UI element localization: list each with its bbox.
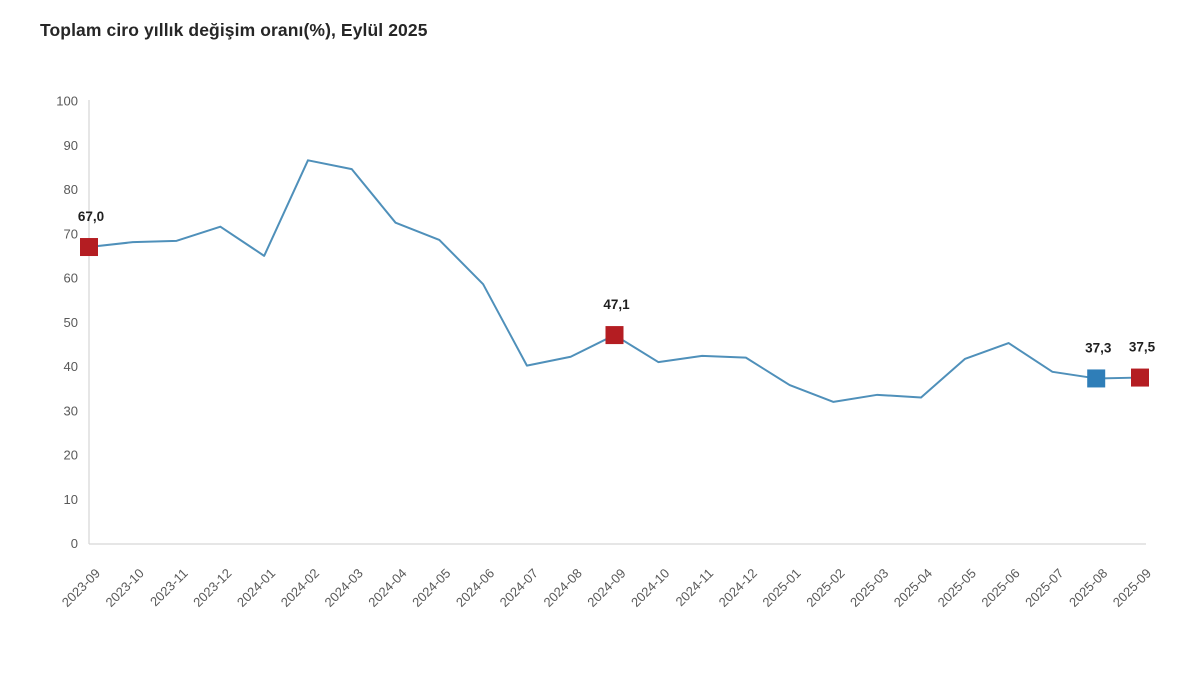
x-tick-label: 2024-08 <box>540 566 584 610</box>
x-tick-label: 2024-04 <box>365 566 409 610</box>
y-tick-label: 90 <box>64 138 78 153</box>
x-tick-label: 2025-05 <box>935 566 979 610</box>
y-tick-label: 70 <box>64 226 78 241</box>
x-tick-label: 2024-12 <box>716 566 760 610</box>
y-tick-label: 50 <box>64 315 78 330</box>
y-tick-label: 60 <box>64 271 78 286</box>
chart-title: Toplam ciro yıllık değişim oranı(%), Eyl… <box>40 20 428 40</box>
marker-red-2023-09 <box>80 238 98 257</box>
x-tick-label: 2023-10 <box>103 566 147 610</box>
y-tick-label: 10 <box>64 492 78 507</box>
annotation-label-2025-09: 37,5 <box>1129 340 1156 355</box>
x-tick-label: 2025-07 <box>1022 566 1066 610</box>
x-tick-label: 2024-09 <box>584 566 628 610</box>
marker-red-2025-09 <box>1131 368 1149 387</box>
x-tick-label: 2025-08 <box>1066 566 1110 610</box>
x-tick-label: 2023-09 <box>59 566 103 610</box>
x-tick-label: 2025-06 <box>978 566 1022 610</box>
series-line <box>88 159 1141 403</box>
x-tick-label: 2025-03 <box>847 566 891 610</box>
y-tick-label: 20 <box>64 448 78 463</box>
x-tick-label: 2024-11 <box>673 566 717 610</box>
annotation-label-2024-09: 47,1 <box>603 297 630 312</box>
x-tick-label: 2025-02 <box>803 566 847 610</box>
x-tick-label: 2024-02 <box>278 566 322 610</box>
x-tick-label: 2024-07 <box>497 566 541 610</box>
y-tick-label: 80 <box>64 182 78 197</box>
marker-blue-2025-08 <box>1087 369 1106 388</box>
x-tick-label: 2024-05 <box>409 566 453 610</box>
x-tick-label: 2024-03 <box>322 566 366 610</box>
y-tick-label: 30 <box>64 403 78 418</box>
x-tick-label: 2025-09 <box>1110 566 1154 610</box>
annotation-label-2023-09: 67,0 <box>78 209 104 224</box>
x-tick-label: 2023-11 <box>147 566 191 610</box>
x-tick-label: 2024-10 <box>628 566 672 610</box>
x-tick-label: 2023-12 <box>190 566 234 610</box>
y-tick-label: 100 <box>56 94 78 109</box>
annotation-label-2025-08: 37,3 <box>1085 340 1112 355</box>
x-tick-label: 2025-01 <box>759 566 803 610</box>
x-tick-label: 2024-01 <box>234 566 278 610</box>
y-tick-label: 0 <box>71 536 78 551</box>
marker-red-2024-09 <box>605 326 624 345</box>
y-tick-label: 40 <box>64 359 78 374</box>
x-tick-label: 2024-06 <box>453 566 497 610</box>
x-tick-label: 2025-04 <box>891 566 935 610</box>
